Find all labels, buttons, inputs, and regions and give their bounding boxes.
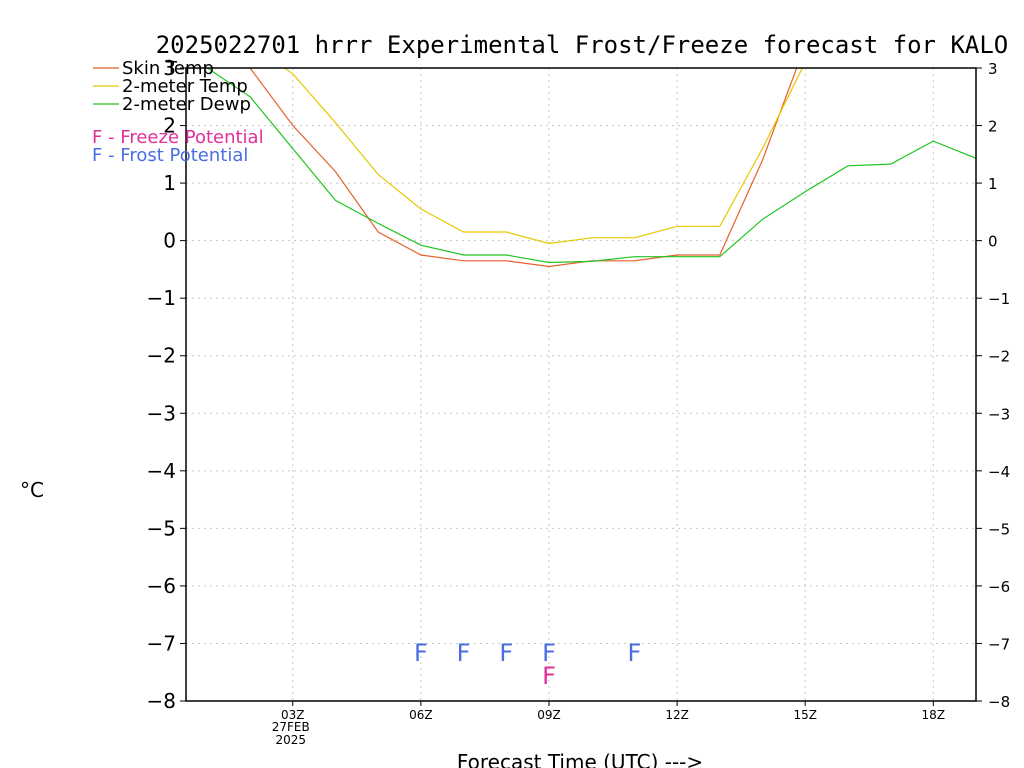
plot-frame xyxy=(185,67,977,702)
y-tick-label-right: −1 xyxy=(988,290,1010,308)
x-tick-year: 2025 xyxy=(275,733,306,747)
y-tick-label-right: 1 xyxy=(988,175,998,193)
y-tick-label-left: −6 xyxy=(147,574,176,598)
legend-label-2-meter-dewp: 2-meter Dewp xyxy=(122,94,251,115)
y-axis-label: °C xyxy=(20,478,44,502)
series-line-2-meter-temp xyxy=(283,68,804,245)
marker-frost-potential: F xyxy=(627,639,641,667)
y-tick-label-right: 2 xyxy=(988,118,998,136)
x-axis-label: Forecast Time (UTC) ---> xyxy=(457,750,703,768)
legend-label-f-frost-potential: F - Frost Potential xyxy=(92,145,248,166)
series-layer xyxy=(207,68,976,268)
y-tick-label-left: 2 xyxy=(163,114,176,138)
y-tick-label-left: −4 xyxy=(147,459,176,483)
series-line-2-meter-dewp xyxy=(207,68,976,264)
potential-markers: F F F F FF xyxy=(414,639,641,690)
y-tick-label-right: −8 xyxy=(988,693,1010,711)
y-tick-label-left: −5 xyxy=(147,516,176,540)
marker-freeze-potential: F xyxy=(542,662,556,690)
x-tick-label: 18Z xyxy=(922,708,946,722)
legend-label-skin-temp: Skin Temp xyxy=(122,58,214,79)
marker-frost-potential: F xyxy=(457,639,471,667)
chart-title: 2025022701 hrrr Experimental Frost/Freez… xyxy=(156,31,1009,59)
x-tick-date: 27FEB xyxy=(272,720,310,734)
legend-label-2-meter-temp: 2-meter Temp xyxy=(122,76,248,97)
series-line-skin-temp xyxy=(247,68,798,268)
y-tick-label-left: −7 xyxy=(147,631,176,655)
legend-label-f-freeze-potential: F - Freeze Potential xyxy=(92,127,264,148)
marker-frost-potential: F xyxy=(499,639,513,667)
y-tick-label-left: 0 xyxy=(163,229,176,253)
y-tick-label-left: −2 xyxy=(147,344,176,368)
x-tick-label: 03Z xyxy=(281,708,305,722)
y-tick-label-right: 0 xyxy=(988,233,998,251)
y-tick-label-right: −2 xyxy=(988,348,1010,366)
y-tick-label-left: 3 xyxy=(163,56,176,80)
x-tick-label: 06Z xyxy=(409,708,433,722)
y-tick-label-right: 3 xyxy=(988,60,998,78)
marker-frost-potential: F xyxy=(414,639,428,667)
x-tick-label: 15Z xyxy=(793,708,817,722)
x-tick-label: 09Z xyxy=(537,708,561,722)
y-tick-label-right: −6 xyxy=(988,578,1010,596)
y-tick-label-left: −3 xyxy=(147,401,176,425)
x-tick-label: 12Z xyxy=(665,708,689,722)
y-tick-label-left: −1 xyxy=(147,286,176,310)
y-tick-label-left: 1 xyxy=(163,171,176,195)
y-tick-label-right: −4 xyxy=(988,463,1010,481)
y-axis-ticks: 3 3 2 2 1 1 0 0 −1 −1 −2 −2 −3 −3 −4 −4 −5 −5 −6 −6 −7 −7 −8 −8 xyxy=(147,56,1011,713)
y-tick-label-right: −3 xyxy=(988,405,1010,423)
y-tick-label-right: −5 xyxy=(988,520,1010,538)
y-tick-label-left: −8 xyxy=(147,689,176,713)
marker-frost-potential: F xyxy=(542,639,556,667)
y-tick-label-right: −7 xyxy=(988,635,1010,653)
